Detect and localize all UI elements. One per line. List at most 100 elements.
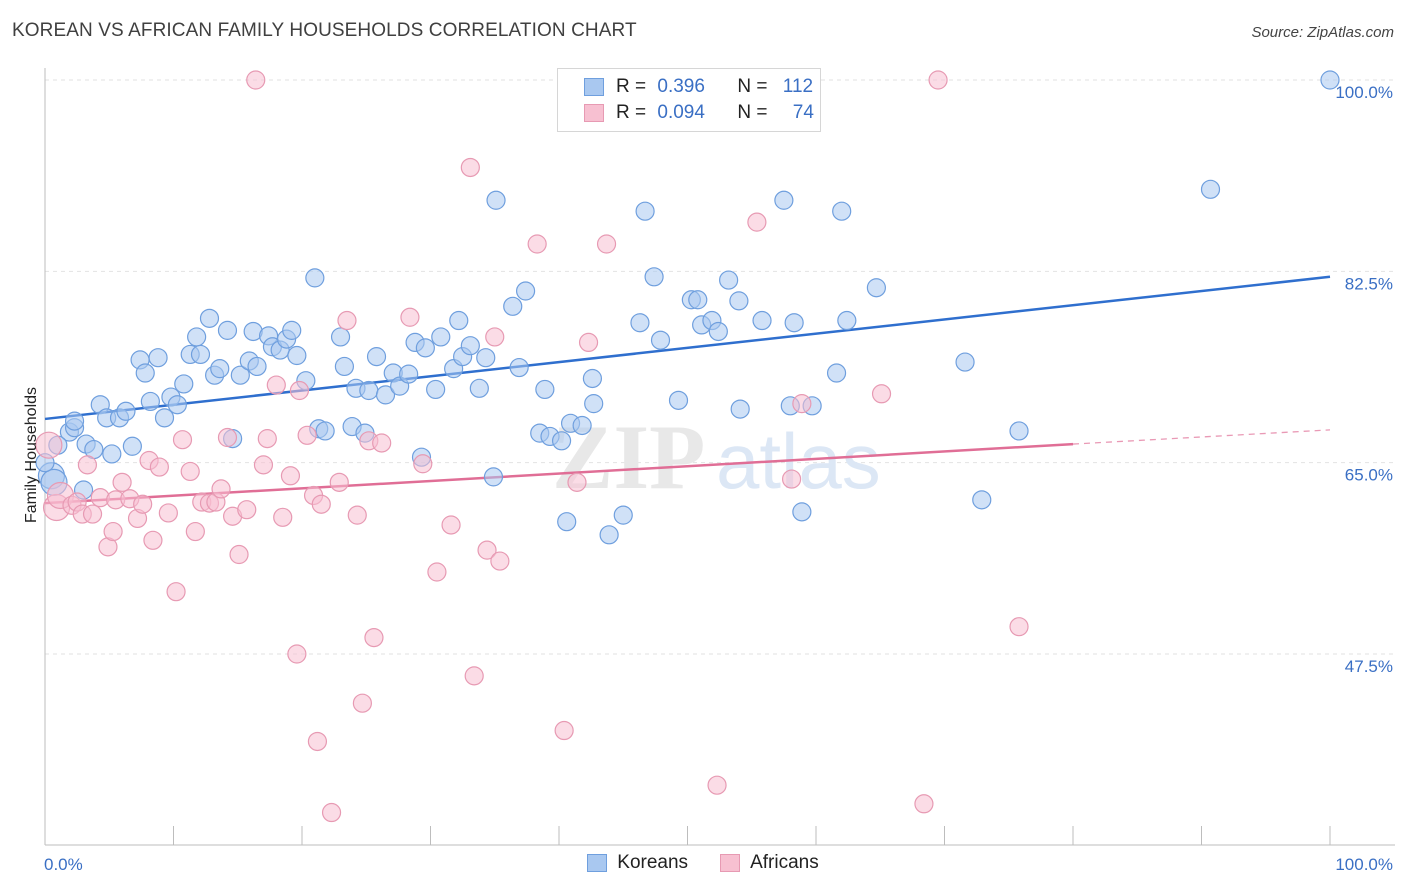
africans-point bbox=[781, 469, 802, 489]
koreans-point bbox=[515, 281, 536, 301]
africans-point bbox=[273, 507, 293, 527]
africans-point bbox=[185, 521, 205, 542]
koreans-point bbox=[509, 357, 529, 378]
africans-point bbox=[149, 457, 169, 477]
africans-point bbox=[321, 802, 342, 823]
koreans-point bbox=[635, 201, 655, 221]
africans-point bbox=[158, 503, 178, 523]
africans-label: Africans bbox=[750, 852, 819, 873]
africans-point bbox=[347, 505, 367, 525]
correlation-legend: R = 0.396 N = 112 R = 0.094 N = 74 bbox=[557, 68, 821, 132]
africans-point bbox=[747, 212, 767, 232]
koreans-point bbox=[135, 363, 155, 383]
africans-point bbox=[460, 157, 480, 178]
koreans-point bbox=[154, 408, 175, 428]
koreans-point bbox=[557, 512, 577, 532]
legend-n-label: N = bbox=[737, 76, 768, 97]
source-credit: Source: ZipAtlas.com bbox=[1251, 24, 1394, 41]
x-tick-labels: 0.0% 100.0% bbox=[44, 855, 1393, 874]
africans-point bbox=[112, 472, 132, 492]
africans-point bbox=[217, 427, 238, 448]
africans-point bbox=[133, 494, 153, 514]
koreans-point bbox=[116, 401, 136, 421]
africans-point bbox=[567, 472, 587, 492]
koreans-point bbox=[330, 327, 351, 347]
koreans-point bbox=[866, 278, 886, 298]
x-tick-label: 100.0% bbox=[1335, 855, 1393, 874]
africans-point bbox=[257, 429, 277, 449]
koreans-point bbox=[832, 201, 852, 221]
koreans-point bbox=[826, 363, 847, 383]
koreans-point bbox=[729, 291, 749, 311]
chart-title: KOREAN VS AFRICAN FAMILY HOUSEHOLDS CORR… bbox=[12, 20, 637, 41]
koreans-point bbox=[174, 374, 194, 394]
legend-item-koreans[interactable]: Koreans bbox=[587, 852, 688, 874]
africans-point bbox=[82, 504, 103, 524]
koreans-point bbox=[1009, 421, 1029, 441]
koreans-point bbox=[551, 431, 572, 451]
x-tick-label: 0.0% bbox=[44, 855, 83, 874]
koreans-point bbox=[247, 356, 267, 377]
koreans-point bbox=[122, 436, 142, 456]
legend-swatch-africans bbox=[584, 104, 604, 122]
y-axis-title: Family Households bbox=[23, 387, 40, 523]
africans-point bbox=[485, 327, 505, 347]
koreans-point bbox=[668, 390, 689, 410]
africans-point bbox=[77, 455, 98, 475]
africans-point bbox=[441, 515, 461, 535]
koreans-point bbox=[426, 379, 446, 400]
koreans-point bbox=[837, 310, 857, 331]
koreans-label: Koreans bbox=[617, 852, 689, 873]
koreans-point bbox=[708, 321, 728, 342]
koreans-point bbox=[282, 320, 302, 340]
africans-point bbox=[400, 307, 420, 327]
koreans-point bbox=[483, 467, 504, 487]
koreans-point bbox=[584, 394, 604, 414]
koreans-point bbox=[287, 345, 307, 366]
africans-point bbox=[253, 455, 274, 475]
africans-point bbox=[477, 540, 497, 560]
africans-point bbox=[490, 551, 510, 571]
koreans-point bbox=[415, 338, 435, 358]
legend-row-koreans: R = 0.396 N = 112 bbox=[584, 74, 813, 100]
koreans-point bbox=[140, 391, 160, 412]
africans-point bbox=[329, 472, 349, 492]
legend-n-value: 112 bbox=[782, 76, 814, 97]
koreans-point bbox=[366, 347, 387, 367]
africans-point bbox=[35, 431, 63, 459]
koreans-point bbox=[210, 359, 230, 379]
legend-item-africans[interactable]: Africans bbox=[720, 852, 819, 874]
koreans-point bbox=[650, 330, 671, 350]
africans-point bbox=[211, 479, 231, 499]
legend-r-value: 0.396 bbox=[657, 76, 705, 97]
legend-r-value: 0.094 bbox=[657, 102, 705, 123]
koreans-point bbox=[972, 490, 992, 510]
africans-point bbox=[413, 454, 433, 474]
koreans-trend-line bbox=[44, 275, 1331, 421]
koreans-point bbox=[375, 385, 396, 405]
koreans-point bbox=[148, 348, 168, 368]
africans-point bbox=[266, 375, 286, 395]
africans-point bbox=[1009, 617, 1029, 637]
africans-trend-extension bbox=[1072, 429, 1331, 445]
africans-point bbox=[527, 234, 547, 254]
legend-n-value: 74 bbox=[792, 102, 814, 123]
koreans-point bbox=[190, 344, 211, 365]
legend-row-africans: R = 0.094 N = 74 bbox=[584, 100, 814, 126]
africans-point bbox=[289, 380, 310, 401]
koreans-point bbox=[476, 348, 496, 368]
africans-swatch bbox=[720, 854, 741, 872]
koreans-point bbox=[503, 296, 523, 316]
koreans-point bbox=[187, 327, 207, 347]
koreans-point bbox=[1320, 70, 1340, 90]
africans-point bbox=[280, 466, 301, 486]
africans-point bbox=[143, 530, 163, 550]
africans-point bbox=[427, 562, 447, 582]
africans-point bbox=[172, 430, 193, 450]
koreans-point bbox=[64, 411, 85, 431]
koreans-point bbox=[582, 368, 603, 389]
y-tick-labels: 47.5% 65.0% 82.5% 100.0% bbox=[1335, 83, 1393, 676]
koreans-point bbox=[167, 395, 187, 415]
africans-point bbox=[166, 582, 186, 602]
